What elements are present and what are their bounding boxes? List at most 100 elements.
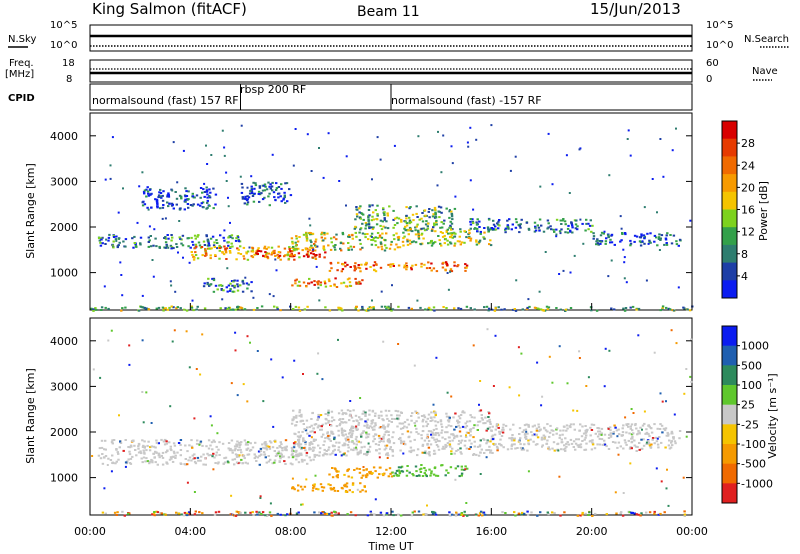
noise-pixel [226, 460, 229, 463]
scatter-pixel [251, 249, 254, 252]
noise-pixel [153, 228, 156, 231]
noise-pixel [362, 466, 365, 468]
scatter-pixel [463, 444, 467, 447]
scatter-pixel [335, 238, 338, 241]
scatter-pixel [328, 309, 332, 312]
noise-pixel [645, 279, 648, 282]
scatter-pixel [371, 419, 375, 422]
scatter-pixel [467, 431, 470, 434]
scatter-pixel [395, 474, 399, 476]
scatter-pixel [538, 229, 541, 232]
scatter-pixel [246, 462, 249, 465]
scatter-pixel [429, 416, 433, 419]
scatter-pixel [360, 476, 363, 479]
scatter-pixel [475, 453, 478, 456]
scatter-pixel [398, 470, 401, 473]
scatter-pixel [597, 243, 600, 246]
scatter-pixel [305, 235, 308, 238]
scatter-pixel [343, 421, 347, 424]
scatter-pixel [191, 253, 194, 256]
colorbar-tick-label: -1000 [741, 477, 773, 490]
scatter-pixel [333, 438, 336, 441]
scatter-pixel [348, 431, 352, 434]
scatter-pixel [206, 201, 209, 204]
noise-pixel [371, 178, 373, 181]
scatter-pixel [372, 440, 375, 443]
scatter-pixel [439, 420, 443, 423]
scatter-pixel [148, 460, 152, 463]
scatter-pixel [374, 422, 377, 425]
noise-pixel [467, 145, 470, 148]
scatter-pixel [540, 438, 544, 441]
scatter-pixel [111, 454, 114, 457]
scatter-pixel [378, 448, 381, 451]
scatter-pixel [600, 231, 604, 234]
colorbar-swatch [722, 191, 737, 210]
noise-pixel [315, 265, 318, 268]
scatter-pixel [403, 421, 407, 424]
scatter-pixel [182, 514, 186, 517]
scatter-pixel [564, 223, 567, 226]
scatter-pixel [183, 308, 186, 311]
scatter-pixel [176, 306, 179, 309]
noise-pixel [317, 352, 320, 355]
scatter-pixel [171, 460, 175, 463]
scatter-pixel [107, 457, 110, 460]
scatter-pixel [205, 189, 209, 192]
scatter-pixel [366, 514, 370, 517]
scatter-pixel [440, 425, 444, 428]
scatter-pixel [590, 230, 593, 233]
scatter-pixel [143, 451, 146, 454]
scatter-pixel [686, 308, 689, 311]
scatter-pixel [546, 219, 550, 222]
noise-pixel [193, 491, 196, 493]
scatter-pixel [345, 454, 348, 457]
scatter-pixel [513, 443, 516, 446]
noise-pixel [148, 225, 151, 228]
scatter-pixel [491, 434, 495, 437]
scatter-pixel [578, 429, 581, 432]
scatter-pixel [118, 237, 121, 240]
scatter-pixel [101, 242, 104, 245]
noise-pixel [141, 339, 144, 342]
scatter-pixel [305, 232, 308, 235]
scatter-pixel [430, 262, 433, 265]
scatter-pixel [459, 243, 462, 246]
scatter-pixel [241, 197, 245, 200]
scatter-pixel [345, 485, 349, 488]
noise-pixel [259, 497, 262, 499]
noise-pixel [675, 342, 678, 345]
scatter-pixel [408, 219, 412, 222]
scatter-pixel [346, 469, 349, 472]
scatter-pixel [273, 461, 276, 464]
scatter-pixel [359, 451, 362, 454]
scatter-pixel [107, 236, 111, 239]
scatter-pixel [161, 463, 165, 466]
scatter-pixel [204, 457, 207, 460]
scatter-pixel [164, 246, 167, 249]
scatter-pixel [551, 447, 554, 450]
scatter-pixel [433, 206, 437, 209]
scatter-pixel [146, 190, 150, 193]
scatter-pixel [382, 225, 385, 228]
scatter-pixel [352, 442, 356, 445]
scatter-pixel [430, 244, 434, 247]
scatter-pixel [265, 446, 268, 449]
scatter-pixel [445, 444, 448, 447]
scatter-pixel [558, 434, 562, 437]
scatter-pixel [340, 282, 343, 285]
scatter-pixel [194, 462, 198, 465]
scatter-pixel [454, 232, 457, 235]
scatter-pixel [324, 437, 327, 440]
scatter-pixel [202, 453, 205, 456]
noise-pixel [661, 400, 664, 403]
scatter-pixel [192, 243, 195, 246]
scatter-pixel [104, 439, 107, 442]
scatter-pixel [219, 284, 222, 287]
scatter-pixel [323, 233, 326, 236]
scatter-pixel [473, 416, 476, 419]
scatter-pixel [630, 440, 634, 443]
scatter-pixel [473, 445, 476, 448]
noise-pixel [465, 502, 468, 504]
scatter-pixel [139, 450, 142, 453]
